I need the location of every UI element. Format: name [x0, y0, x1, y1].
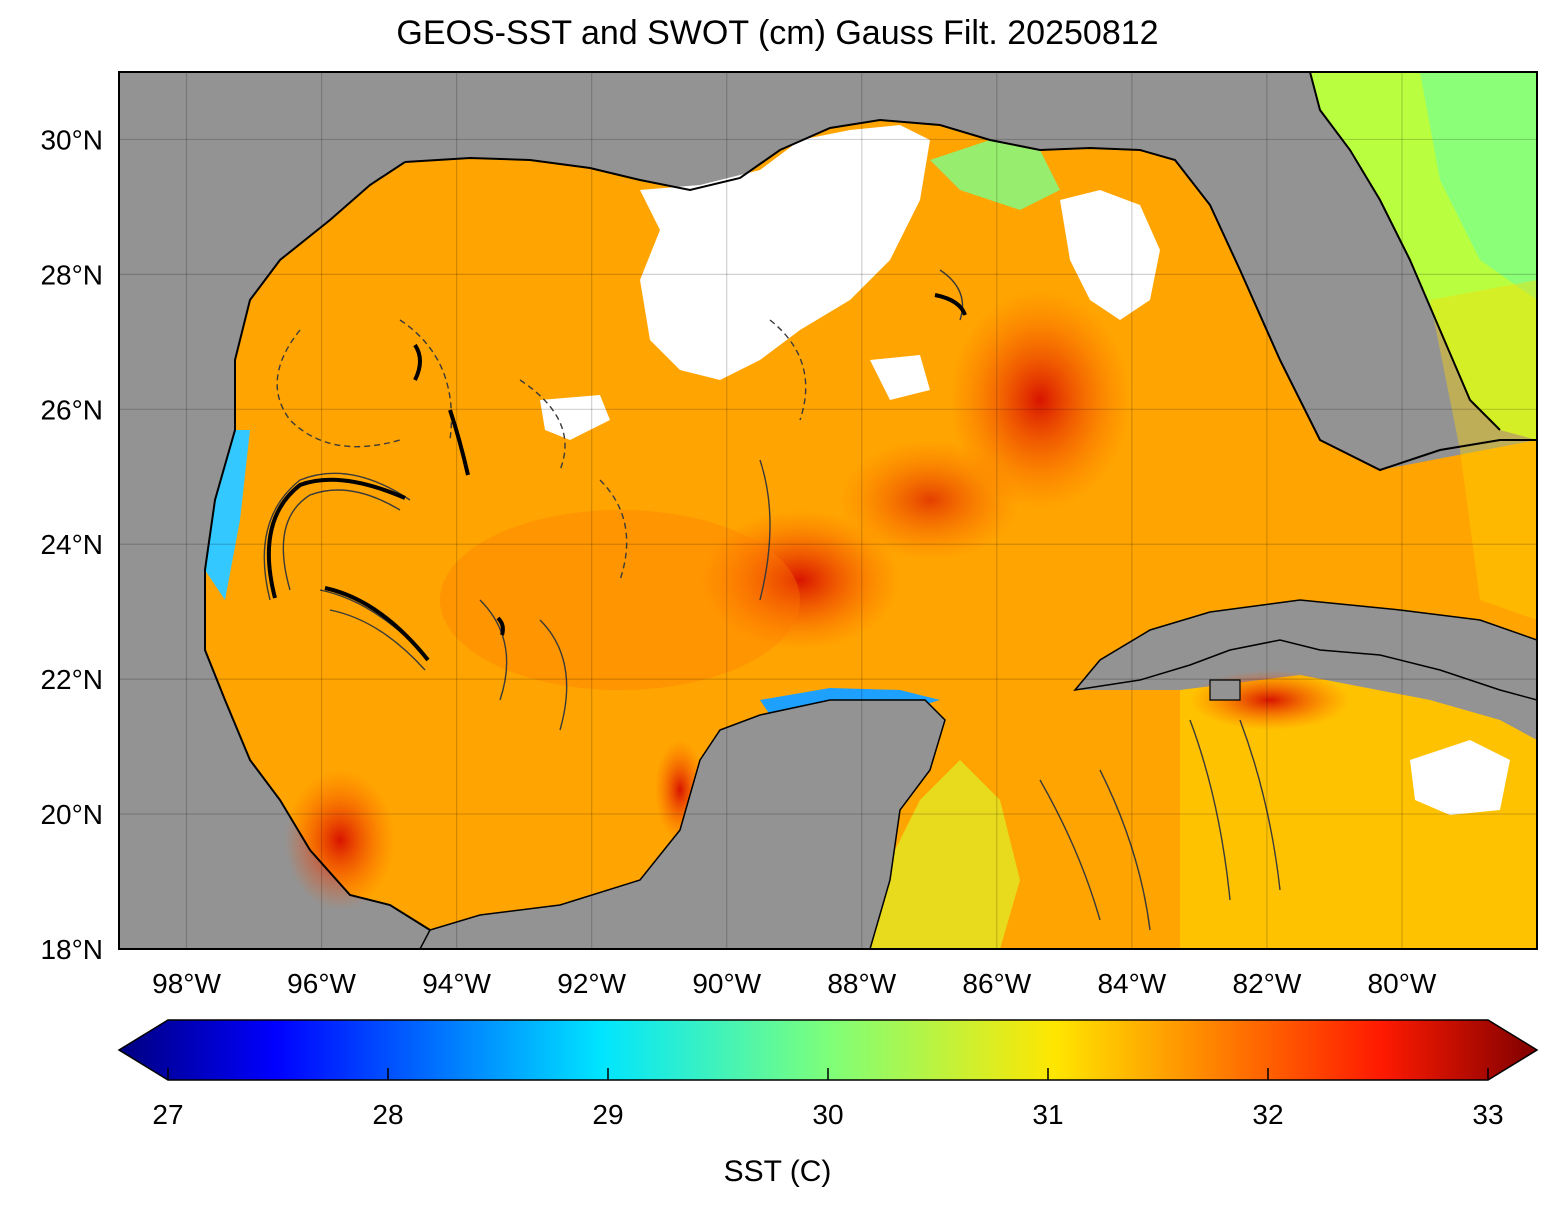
colorbar-tick-label: 32	[1252, 1099, 1283, 1130]
longitude-axis: 98°W 96°W 94°W 92°W 90°W 88°W 86°W 84°W 82°W 80°W	[152, 968, 1437, 999]
colorbar-tick-label: 27	[152, 1099, 183, 1130]
lat-tick-label: 26°N	[40, 394, 103, 425]
missing-data-southeast	[1410, 740, 1510, 815]
lon-tick-label: 80°W	[1368, 968, 1437, 999]
coastline-florida-east	[1309, 72, 1501, 431]
map-title: GEOS-SST and SWOT (cm) Gauss Filt. 20250…	[396, 14, 1159, 52]
gulf-stream	[1430, 280, 1537, 620]
cool-shelf-north	[930, 140, 1060, 210]
lat-tick-label: 18°N	[40, 934, 103, 965]
cayman-sea-field	[1180, 675, 1537, 949]
colorbar-ticks: 27 28 29 30 31 32 33	[152, 1068, 1504, 1130]
lon-tick-label: 88°W	[827, 968, 896, 999]
missing-data-northeast	[1060, 190, 1160, 320]
lon-tick-label: 96°W	[287, 968, 356, 999]
lon-tick-label: 82°W	[1233, 968, 1302, 999]
ssh-contours	[263, 269, 1281, 931]
lat-tick-label: 22°N	[40, 664, 103, 695]
colorbar: 27 28 29 30 31 32 33	[117, 1019, 1539, 1130]
map-area	[119, 72, 1537, 949]
colorbar-tick-label: 31	[1032, 1099, 1063, 1130]
lat-tick-label: 28°N	[40, 259, 103, 290]
lon-tick-label: 94°W	[422, 968, 491, 999]
cool-atlantic-north	[1420, 72, 1537, 300]
lat-tick-label: 24°N	[40, 529, 103, 560]
colorbar-tick-label: 29	[592, 1099, 623, 1130]
lon-tick-label: 86°W	[962, 968, 1031, 999]
coastline-north	[404, 118, 1537, 472]
warm-central	[440, 510, 800, 690]
latitude-axis: 30°N 28°N 26°N 24°N 22°N 20°N 18°N	[40, 124, 103, 965]
lat-tick-label: 20°N	[40, 799, 103, 830]
cool-channel	[870, 760, 1020, 949]
warm-coast-sw	[285, 770, 395, 910]
lat-tick-label: 30°N	[40, 124, 103, 155]
lon-tick-label: 92°W	[557, 968, 626, 999]
map-frame	[118, 71, 1538, 950]
colorbar-label: SST (C)	[723, 1155, 832, 1188]
cuba-land	[1073, 599, 1537, 701]
warm-eddy-1	[950, 290, 1130, 510]
warm-eddy-2	[700, 510, 900, 650]
lon-tick-label: 90°W	[692, 968, 761, 999]
cool-coast-west	[205, 430, 250, 600]
lon-tick-label: 84°W	[1097, 968, 1166, 999]
graticule	[119, 72, 1537, 949]
colorbar-tick-label: 30	[812, 1099, 843, 1130]
isla-juventud	[1209, 679, 1241, 701]
missing-data-north	[640, 125, 930, 380]
lon-tick-label: 98°W	[152, 968, 221, 999]
missing-data-patch	[540, 395, 610, 440]
colorbar-tick-label: 33	[1472, 1099, 1503, 1130]
coastline-west	[204, 161, 431, 931]
warm-eddy-3	[840, 440, 1020, 560]
ssh-zero-contours	[266, 293, 967, 662]
colorbar-tick-label: 28	[372, 1099, 403, 1130]
missing-data-patch-2	[870, 355, 930, 400]
yucatan-land	[419, 699, 946, 949]
